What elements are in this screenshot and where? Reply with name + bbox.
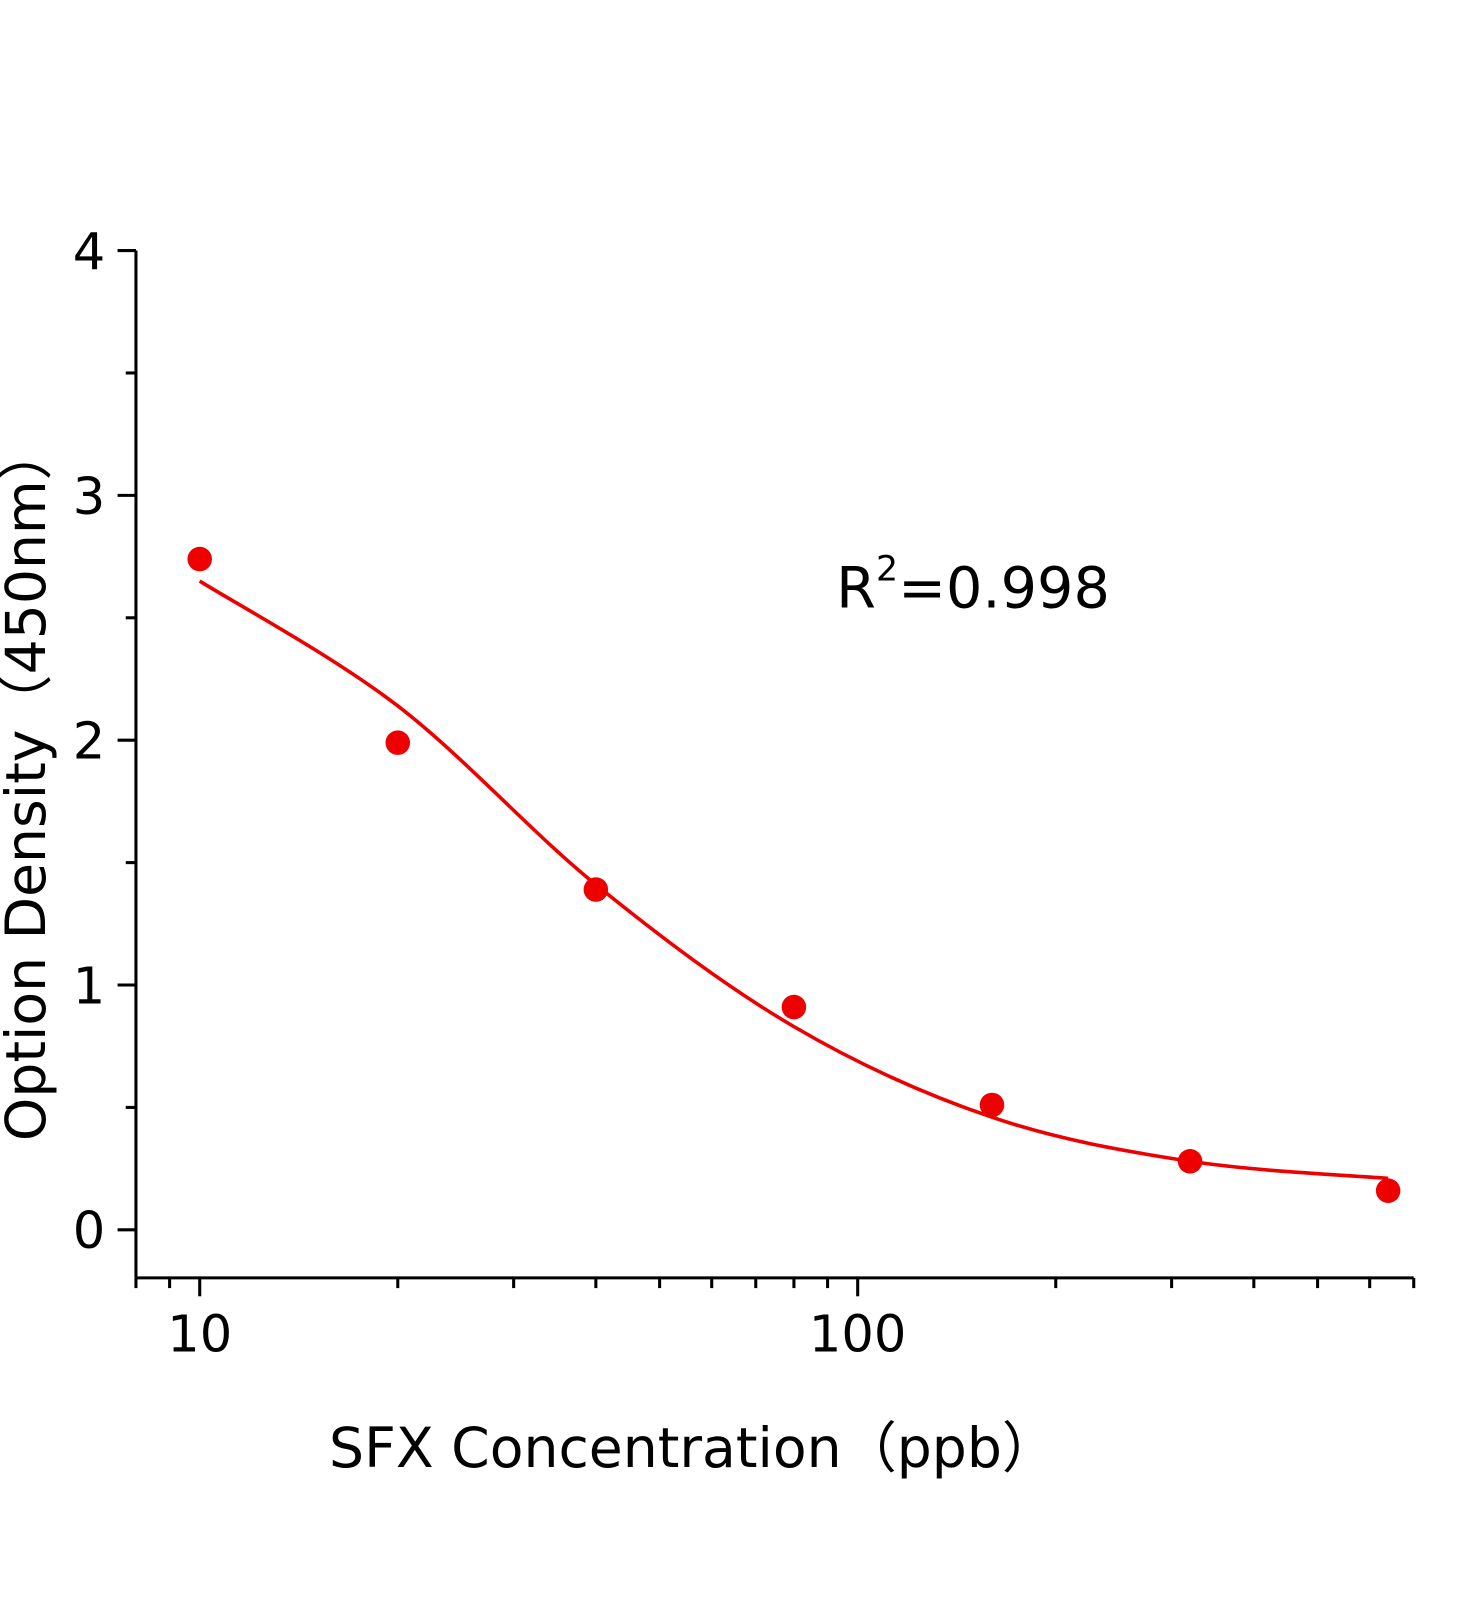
fit-curve: [198, 579, 1389, 1181]
y-tick-label: 0: [73, 1202, 106, 1261]
axes: 0 1 2 3 4 10 100: [73, 223, 1416, 1364]
data-point: [1375, 1178, 1401, 1203]
data-point: [583, 877, 609, 902]
data-points: [187, 546, 1401, 1203]
data-point: [187, 546, 212, 572]
data-point: [979, 1092, 1005, 1118]
x-axis-label: SFX Concentration（ppb）: [329, 1417, 1057, 1481]
y-tick-label: 1: [73, 957, 106, 1016]
x-tick-label: 10: [167, 1305, 232, 1364]
y-tick-label: 4: [73, 223, 106, 282]
x-tick-label: 100: [809, 1305, 907, 1364]
data-point: [781, 994, 807, 1020]
r-squared-annotation: R2=0.998: [836, 550, 1110, 622]
y-tick-label: 2: [73, 713, 106, 772]
data-point: [1177, 1149, 1203, 1174]
y-axis-label: Option Density（450nm）: [0, 425, 59, 1141]
data-point: [385, 730, 411, 755]
y-tick-label: 3: [73, 468, 106, 527]
